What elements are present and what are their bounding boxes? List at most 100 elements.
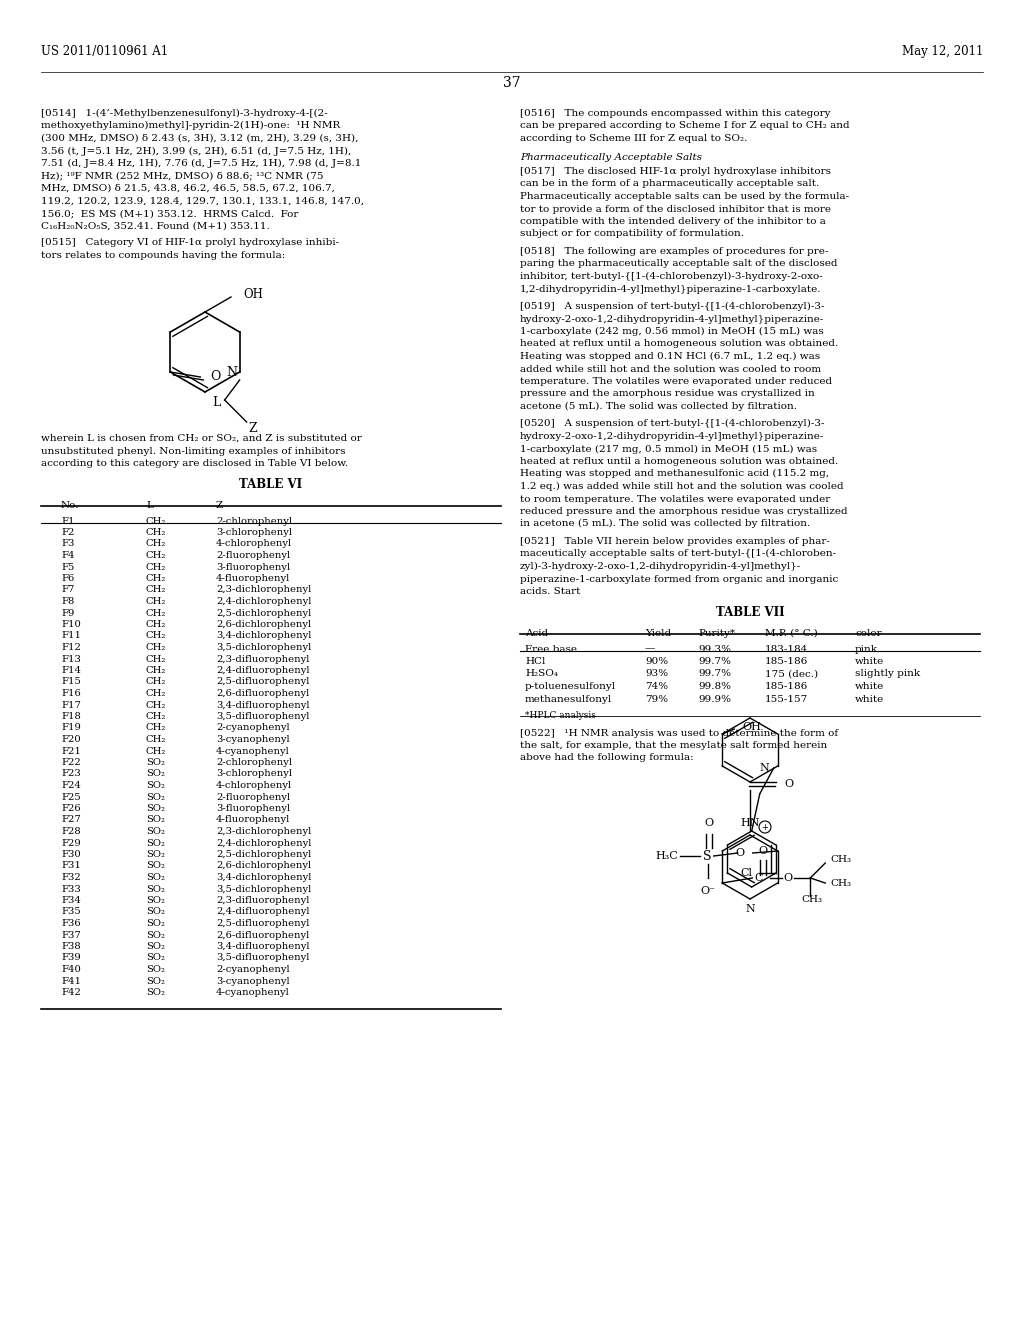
Text: CH₃: CH₃ — [830, 855, 851, 865]
Text: 7.51 (d, J=8.4 Hz, 1H), 7.76 (d, J=7.5 Hz, 1H), 7.98 (d, J=8.1: 7.51 (d, J=8.4 Hz, 1H), 7.76 (d, J=7.5 H… — [41, 158, 361, 168]
Text: 99.7%: 99.7% — [698, 657, 731, 667]
Text: 2,5-dichlorophenyl: 2,5-dichlorophenyl — [216, 609, 311, 618]
Text: pink: pink — [855, 644, 878, 653]
Text: 3,5-difluorophenyl: 3,5-difluorophenyl — [216, 953, 309, 962]
Text: 3-cyanophenyl: 3-cyanophenyl — [216, 977, 290, 986]
Text: CH₂: CH₂ — [146, 550, 166, 560]
Text: F36: F36 — [61, 919, 81, 928]
Text: SO₂: SO₂ — [146, 792, 165, 801]
Text: SO₂: SO₂ — [146, 987, 165, 997]
Text: 3-fluorophenyl: 3-fluorophenyl — [216, 562, 290, 572]
Text: 1-carboxylate (217 mg, 0.5 mmol) in MeOH (15 mL) was: 1-carboxylate (217 mg, 0.5 mmol) in MeOH… — [520, 445, 817, 454]
Text: 3-cyanophenyl: 3-cyanophenyl — [216, 735, 290, 744]
Text: hydroxy-2-oxo-1,2-dihydropyridin-4-yl]methyl}piperazine-: hydroxy-2-oxo-1,2-dihydropyridin-4-yl]me… — [520, 314, 824, 323]
Text: F41: F41 — [61, 977, 81, 986]
Text: SO₂: SO₂ — [146, 838, 165, 847]
Text: tors relates to compounds having the formula:: tors relates to compounds having the for… — [41, 251, 286, 260]
Text: F13: F13 — [61, 655, 81, 664]
Text: F1: F1 — [61, 516, 75, 525]
Text: SO₂: SO₂ — [146, 873, 165, 882]
Text: Pharmaceutically acceptable salts can be used by the formula-: Pharmaceutically acceptable salts can be… — [520, 191, 849, 201]
Text: F14: F14 — [61, 667, 81, 675]
Text: H₂SO₄: H₂SO₄ — [525, 669, 558, 678]
Text: 2,5-dichlorophenyl: 2,5-dichlorophenyl — [216, 850, 311, 859]
Text: F12: F12 — [61, 643, 81, 652]
Text: [0515]   Category VI of HIF-1α prolyl hydroxylase inhibi-: [0515] Category VI of HIF-1α prolyl hydr… — [41, 238, 339, 247]
Text: F4: F4 — [61, 550, 75, 560]
Text: No.: No. — [61, 502, 80, 510]
Text: 4-cyanophenyl: 4-cyanophenyl — [216, 987, 290, 997]
Text: CH₂: CH₂ — [146, 677, 166, 686]
Text: white: white — [855, 694, 885, 704]
Text: can be in the form of a pharmaceutically acceptable salt.: can be in the form of a pharmaceutically… — [520, 180, 819, 189]
Text: SO₂: SO₂ — [146, 931, 165, 940]
Text: CH₂: CH₂ — [146, 701, 166, 710]
Text: Free base: Free base — [525, 644, 577, 653]
Text: 2,4-difluorophenyl: 2,4-difluorophenyl — [216, 667, 309, 675]
Text: subject or for compatibility of formulation.: subject or for compatibility of formulat… — [520, 230, 744, 239]
Text: F31: F31 — [61, 862, 81, 870]
Text: Yield: Yield — [645, 630, 671, 638]
Text: 1-carboxylate (242 mg, 0.56 mmol) in MeOH (15 mL) was: 1-carboxylate (242 mg, 0.56 mmol) in MeO… — [520, 327, 823, 337]
Text: 4-chlorophenyl: 4-chlorophenyl — [216, 540, 292, 549]
Text: 2,6-dichlorophenyl: 2,6-dichlorophenyl — [216, 620, 311, 630]
Text: CH₂: CH₂ — [146, 562, 166, 572]
Text: F22: F22 — [61, 758, 81, 767]
Text: CH₂: CH₂ — [146, 735, 166, 744]
Text: 74%: 74% — [645, 682, 668, 690]
Text: above had the following formula:: above had the following formula: — [520, 754, 693, 763]
Text: CH₂: CH₂ — [146, 528, 166, 537]
Text: acids. Start: acids. Start — [520, 587, 581, 597]
Text: F42: F42 — [61, 987, 81, 997]
Text: 3,5-dichlorophenyl: 3,5-dichlorophenyl — [216, 643, 311, 652]
Text: 37: 37 — [503, 77, 521, 90]
Text: 2-chlorophenyl: 2-chlorophenyl — [216, 516, 292, 525]
Text: F17: F17 — [61, 701, 81, 710]
Text: F15: F15 — [61, 677, 81, 686]
Text: acetone (5 mL). The solid was collected by filtration.: acetone (5 mL). The solid was collected … — [520, 401, 797, 411]
Text: 3-chlorophenyl: 3-chlorophenyl — [216, 528, 292, 537]
Text: 93%: 93% — [645, 669, 668, 678]
Text: TABLE VI: TABLE VI — [240, 478, 302, 491]
Text: F25: F25 — [61, 792, 81, 801]
Text: 155-157: 155-157 — [765, 694, 808, 704]
Text: 3,4-dichlorophenyl: 3,4-dichlorophenyl — [216, 631, 311, 640]
Text: Heating was stopped and 0.1N HCl (6.7 mL, 1.2 eq.) was: Heating was stopped and 0.1N HCl (6.7 mL… — [520, 352, 820, 360]
Text: 4-fluorophenyl: 4-fluorophenyl — [216, 574, 290, 583]
Text: SO₂: SO₂ — [146, 908, 165, 916]
Text: L: L — [146, 502, 153, 510]
Text: 183-184: 183-184 — [765, 644, 808, 653]
Text: SO₂: SO₂ — [146, 965, 165, 974]
Text: F5: F5 — [61, 562, 75, 572]
Text: zyl)-3-hydroxy-2-oxo-1,2-dihydropyridin-4-yl]methyl}-: zyl)-3-hydroxy-2-oxo-1,2-dihydropyridin-… — [520, 562, 801, 572]
Text: 2,3-difluorophenyl: 2,3-difluorophenyl — [216, 896, 309, 906]
Text: OH: OH — [742, 722, 762, 733]
Text: 2,4-difluorophenyl: 2,4-difluorophenyl — [216, 908, 309, 916]
Text: white: white — [855, 682, 885, 690]
Text: N: N — [745, 904, 755, 913]
Text: F10: F10 — [61, 620, 81, 630]
Text: Z: Z — [249, 421, 257, 434]
Text: 3-fluorophenyl: 3-fluorophenyl — [216, 804, 290, 813]
Text: [0518]   The following are examples of procedures for pre-: [0518] The following are examples of pro… — [520, 247, 828, 256]
Text: 2,3-difluorophenyl: 2,3-difluorophenyl — [216, 655, 309, 664]
Text: F6: F6 — [61, 574, 75, 583]
Text: O: O — [705, 818, 714, 828]
Text: F32: F32 — [61, 873, 81, 882]
Text: SO₂: SO₂ — [146, 942, 165, 950]
Text: SO₂: SO₂ — [146, 896, 165, 906]
Text: [0514]   1-(4’-Methylbenzenesulfonyl)-3-hydroxy-4-[(2-: [0514] 1-(4’-Methylbenzenesulfonyl)-3-hy… — [41, 108, 328, 117]
Text: [0519]   A suspension of tert-butyl-{[1-(4-chlorobenzyl)-3-: [0519] A suspension of tert-butyl-{[1-(4… — [520, 302, 824, 312]
Text: 3,5-dichlorophenyl: 3,5-dichlorophenyl — [216, 884, 311, 894]
Text: tor to provide a form of the disclosed inhibitor that is more: tor to provide a form of the disclosed i… — [520, 205, 831, 214]
Text: Acid: Acid — [525, 630, 548, 638]
Text: F18: F18 — [61, 711, 81, 721]
Text: slightly pink: slightly pink — [855, 669, 921, 678]
Text: F7: F7 — [61, 586, 75, 594]
Text: CH₂: CH₂ — [146, 689, 166, 698]
Text: CH₂: CH₂ — [146, 747, 166, 755]
Text: maceutically acceptable salts of tert-butyl-{[1-(4-chloroben-: maceutically acceptable salts of tert-bu… — [520, 549, 837, 558]
Text: 3,4-difluorophenyl: 3,4-difluorophenyl — [216, 701, 309, 710]
Text: Z: Z — [216, 502, 223, 510]
Text: CH₂: CH₂ — [146, 655, 166, 664]
